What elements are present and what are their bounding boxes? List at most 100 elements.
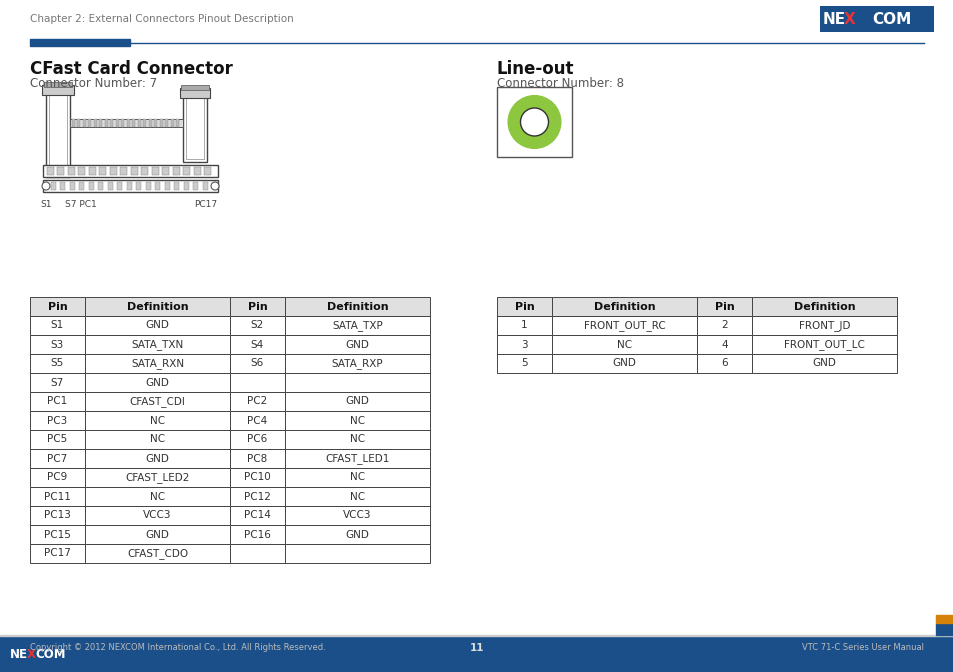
Bar	[70, 182, 75, 190]
Bar	[30, 544, 85, 563]
Bar	[285, 297, 430, 316]
Text: VCC3: VCC3	[143, 511, 172, 521]
Bar	[30, 487, 85, 506]
Text: NC: NC	[150, 415, 165, 425]
Bar	[285, 316, 430, 335]
Text: Chapter 2: External Connectors Pinout Description: Chapter 2: External Connectors Pinout De…	[30, 14, 294, 24]
Text: S4: S4	[251, 339, 264, 349]
Bar	[85, 335, 230, 354]
Bar	[230, 525, 285, 544]
Bar	[111, 119, 113, 127]
Text: 11: 11	[469, 643, 484, 653]
Bar	[697, 316, 751, 335]
Text: NC: NC	[350, 472, 365, 482]
Bar	[30, 449, 85, 468]
Bar	[30, 354, 85, 373]
Bar	[43, 180, 218, 192]
Text: PC15: PC15	[44, 530, 71, 540]
Text: VCC3: VCC3	[343, 511, 372, 521]
Bar	[131, 167, 138, 175]
Bar	[230, 544, 285, 563]
Bar	[285, 392, 430, 411]
Text: CFAST_LED2: CFAST_LED2	[125, 472, 190, 483]
Text: PC7: PC7	[48, 454, 68, 464]
Text: S2: S2	[251, 321, 264, 331]
Bar	[116, 119, 119, 127]
Bar	[497, 297, 552, 316]
Bar	[85, 506, 230, 525]
Circle shape	[42, 182, 50, 190]
Bar	[149, 119, 152, 127]
Bar	[0, 636, 953, 672]
Text: X: X	[843, 11, 855, 26]
Bar	[230, 487, 285, 506]
Bar	[110, 167, 117, 175]
Bar	[46, 87, 70, 177]
Text: PC11: PC11	[44, 491, 71, 501]
Bar	[78, 167, 86, 175]
Text: SATA_RXN: SATA_RXN	[131, 358, 184, 369]
Bar	[44, 82, 71, 87]
Bar	[285, 354, 430, 373]
Text: PC17: PC17	[194, 200, 217, 209]
Bar	[154, 119, 157, 127]
Bar	[121, 119, 125, 127]
Bar	[85, 354, 230, 373]
Bar	[552, 335, 697, 354]
Bar	[230, 354, 285, 373]
Text: 5: 5	[520, 358, 527, 368]
Bar	[230, 392, 285, 411]
Text: S7: S7	[51, 378, 64, 388]
Text: GND: GND	[345, 530, 369, 540]
Bar	[68, 167, 75, 175]
Bar	[230, 335, 285, 354]
Bar	[285, 335, 430, 354]
Text: NE: NE	[10, 648, 28, 661]
Text: S1: S1	[40, 200, 51, 209]
Bar	[230, 506, 285, 525]
Text: GND: GND	[345, 396, 369, 407]
Text: NC: NC	[350, 491, 365, 501]
Bar	[230, 449, 285, 468]
Bar	[152, 167, 159, 175]
Bar	[285, 487, 430, 506]
Bar	[57, 167, 65, 175]
Text: 4: 4	[720, 339, 727, 349]
Text: PC10: PC10	[244, 472, 271, 482]
Bar	[30, 525, 85, 544]
Text: CFAST_CDI: CFAST_CDI	[130, 396, 185, 407]
Text: Pin: Pin	[514, 302, 534, 312]
Text: X: X	[27, 648, 36, 661]
Circle shape	[520, 108, 548, 136]
Bar	[552, 354, 697, 373]
Bar	[30, 468, 85, 487]
Bar	[85, 392, 230, 411]
Bar	[89, 167, 96, 175]
Text: PC1: PC1	[48, 396, 68, 407]
Text: GND: GND	[812, 358, 836, 368]
Text: Definition: Definition	[127, 302, 188, 312]
Text: Definition: Definition	[593, 302, 655, 312]
Bar	[285, 525, 430, 544]
Text: PC5: PC5	[48, 435, 68, 444]
Bar	[697, 335, 751, 354]
Bar	[127, 182, 132, 190]
Bar	[98, 182, 103, 190]
Text: S5: S5	[51, 358, 64, 368]
Bar	[60, 182, 66, 190]
Bar	[30, 316, 85, 335]
Text: CFAST_LED1: CFAST_LED1	[325, 453, 389, 464]
Bar	[171, 119, 173, 127]
Bar	[30, 39, 130, 46]
Bar	[85, 316, 230, 335]
Bar	[285, 430, 430, 449]
Bar	[172, 167, 180, 175]
Bar	[108, 182, 112, 190]
Bar	[183, 90, 207, 162]
Text: COM: COM	[35, 648, 66, 661]
Bar	[285, 468, 430, 487]
Bar	[285, 506, 430, 525]
Bar	[30, 297, 85, 316]
Text: SATA_RXP: SATA_RXP	[332, 358, 383, 369]
Bar	[94, 119, 97, 127]
